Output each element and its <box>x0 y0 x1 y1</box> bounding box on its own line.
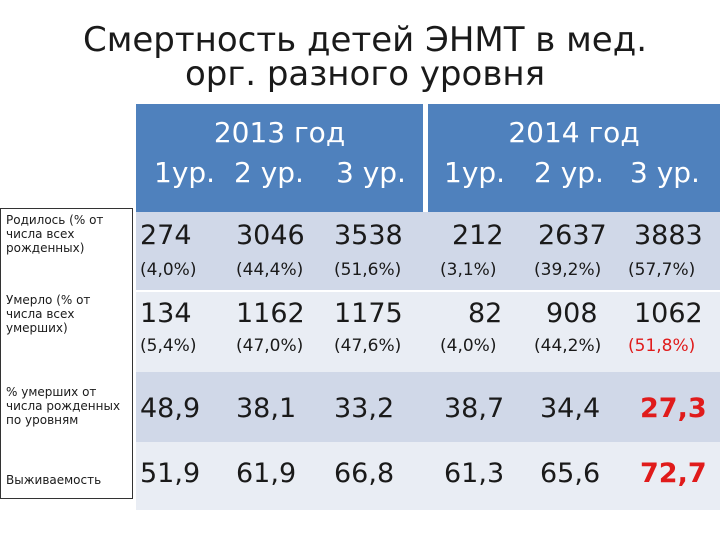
born-2013-level2-pct: (44,4%) <box>236 260 304 280</box>
mortality-2014-level3: 27,3 <box>640 393 707 424</box>
mortality-2013-level3: 33,2 <box>334 393 395 424</box>
level-2-2013: 2 ур. <box>234 156 304 189</box>
level-1-2013: 1ур. <box>154 156 216 189</box>
survival-2014-level1: 61,3 <box>444 458 505 489</box>
survival-2013-level2: 61,9 <box>236 458 297 489</box>
row-separator <box>136 290 720 292</box>
level-2-2014: 2 ур. <box>534 156 604 189</box>
survival-2013-level3: 66,8 <box>334 458 395 489</box>
header-2013: 2013 год 1ур. 2 ур. 3 ур. <box>136 104 423 212</box>
level-1-2014: 1ур. <box>444 156 506 189</box>
header-2014: 2014 год 1ур. 2 ур. 3 ур. <box>428 104 720 212</box>
born-2014-level1: 212 <box>452 220 504 251</box>
slide-title: Смертность детей ЭНМТ в мед. орг. разног… <box>0 22 720 92</box>
row-label-mortality: % умерших от числа рожденных по уровням <box>6 385 121 427</box>
mortality-2014-level1: 38,7 <box>444 393 505 424</box>
died-2013-level3: 1175 <box>334 298 403 329</box>
row-born-background <box>136 212 720 292</box>
row-label-survival: Выживаемость <box>6 473 102 487</box>
born-2013-level3: 3538 <box>334 220 403 251</box>
died-2013-level1: 134 <box>140 298 192 329</box>
died-2013-level2: 1162 <box>236 298 305 329</box>
mortality-2013-level2: 38,1 <box>236 393 297 424</box>
year-2014-label: 2014 год <box>508 116 640 149</box>
died-2013-level3-pct: (47,6%) <box>334 336 402 356</box>
survival-2014-level3: 72,7 <box>640 458 707 489</box>
slide-title-line-2: орг. разного уровня <box>184 54 546 94</box>
born-2014-level3: 3883 <box>634 220 703 251</box>
born-2013-level2: 3046 <box>236 220 305 251</box>
born-2014-level2: 2637 <box>538 220 607 251</box>
died-2013-level2-pct: (47,0%) <box>236 336 304 356</box>
died-2014-level3: 1062 <box>634 298 703 329</box>
died-2014-level1: 82 <box>468 298 503 329</box>
row-survival-background <box>136 442 720 510</box>
died-2014-level2: 908 <box>546 298 598 329</box>
row-died-background <box>136 292 720 372</box>
born-2013-level3-pct: (51,6%) <box>334 260 402 280</box>
row-labels-panel: Родилось (% от числа всех рожденных) Уме… <box>0 208 133 499</box>
born-2013-level1: 274 <box>140 220 192 251</box>
mortality-2013-level1: 48,9 <box>140 393 201 424</box>
died-2014-level1-pct: (4,0%) <box>440 336 497 356</box>
year-2013-label: 2013 год <box>213 116 346 149</box>
born-2014-level1-pct: (3,1%) <box>440 260 497 280</box>
row-mortality-background <box>136 372 720 442</box>
died-2014-level3-pct: (51,8%) <box>628 336 696 356</box>
died-2014-level2-pct: (44,2%) <box>534 336 602 356</box>
slide-title-line-1: Смертность детей ЭНМТ в мед. <box>82 20 648 60</box>
died-2013-level1-pct: (5,4%) <box>140 336 197 356</box>
survival-2013-level1: 51,9 <box>140 458 201 489</box>
born-2013-level1-pct: (4,0%) <box>140 260 197 280</box>
row-label-died: Умерло (% от числа всех умерших) <box>6 293 91 335</box>
born-2014-level2-pct: (39,2%) <box>534 260 602 280</box>
level-3-2014: 3 ур. <box>630 156 700 189</box>
mortality-2014-level2: 34,4 <box>540 393 601 424</box>
level-3-2013: 3 ур. <box>336 156 406 189</box>
born-2014-level3-pct: (57,7%) <box>628 260 696 280</box>
survival-2014-level2: 65,6 <box>540 458 601 489</box>
row-label-born: Родилось (% от числа всех рожденных) <box>6 213 104 255</box>
